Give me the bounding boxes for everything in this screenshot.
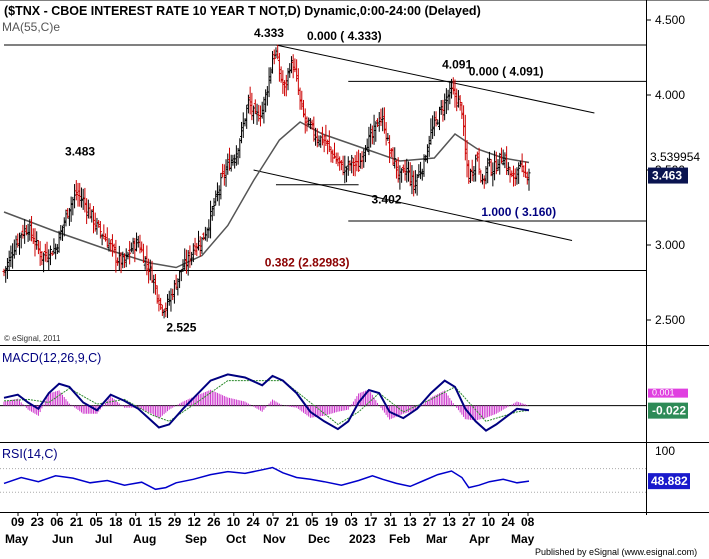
annotation-label: 0.000 ( 4.333) (307, 29, 382, 43)
annotation-label: 1.000 ( 3.160) (481, 205, 556, 219)
time-axis: 09 23 06 21 05 18 01 15 29 12 26 10 24 07 21 05 19 03 17 31… (5, 512, 535, 546)
annotation-label: 2.525 (166, 320, 196, 334)
day-label: 19 (325, 515, 339, 529)
day-label: 05 (89, 515, 103, 529)
day-label: 13 (403, 515, 417, 529)
day-label: 21 (70, 515, 84, 529)
day-label: 13 (443, 515, 457, 529)
month-label: Jun (52, 532, 73, 546)
macd-value-label: -0.022 (652, 404, 686, 418)
month-label: May (5, 532, 29, 546)
day-label: 10 (227, 515, 241, 529)
trend-lines (253, 44, 595, 241)
annotation-label: 0.382 (2.82983) (265, 256, 350, 270)
rsi-value-label: 48.882 (651, 474, 688, 488)
horizontal-levels (4, 44, 646, 272)
price-tick-label: 4.000 (655, 88, 685, 102)
day-label: 12 (188, 515, 202, 529)
day-label: 27 (462, 515, 476, 529)
day-label: 17 (364, 515, 378, 529)
month-label: Oct (226, 532, 246, 546)
day-label: 09 (11, 515, 25, 529)
last-value-label: 3.539954 (650, 150, 700, 164)
day-label: 15 (148, 515, 162, 529)
last-price-tag (648, 167, 688, 184)
month-label: 2023 (349, 532, 376, 546)
price-tags: 3.539954 3.463 (648, 150, 700, 184)
price-tick-label: 4.500 (655, 13, 685, 27)
price-tick-label: 2.500 (655, 313, 685, 327)
day-label: 29 (168, 515, 182, 529)
day-label: 31 (384, 515, 398, 529)
day-label: 18 (109, 515, 123, 529)
macd-panel: 0.001 -0.022 (0, 373, 688, 432)
macd-value-tag (648, 402, 688, 419)
month-label: Feb (389, 532, 410, 546)
macd-upper-tag (648, 388, 688, 398)
day-label: 24 (246, 515, 260, 529)
rsi-value-tag (648, 473, 690, 490)
price-tick-label: 3.000 (655, 238, 685, 252)
month-label: Nov (263, 532, 286, 546)
day-label: 08 (521, 515, 535, 529)
watermark: © eSignal, 2011 (4, 334, 61, 343)
day-label: 23 (31, 515, 45, 529)
month-label: May (511, 532, 535, 546)
month-label: Dec (308, 532, 330, 546)
annotation-label: 3.483 (65, 145, 95, 159)
macd-line (3, 373, 530, 432)
month-label: Apr (469, 532, 490, 546)
day-label: 06 (50, 515, 64, 529)
annotation-label: 4.091 (442, 57, 472, 71)
day-label: 01 (129, 515, 143, 529)
day-label: 07 (266, 515, 280, 529)
price-bars (2, 44, 531, 319)
day-label: 24 (501, 515, 515, 529)
annotation-label: 4.333 (254, 26, 284, 40)
annotation-label: 0.000 ( 4.091) (469, 64, 544, 78)
macd-legend: MACD(12,26,9,C) (2, 351, 101, 365)
ma-legend: MA(55,C)e (2, 20, 60, 34)
day-label: 21 (286, 515, 300, 529)
trend-line (253, 169, 573, 241)
chart-title: ($TNX - CBOE INTEREST RATE 10 YEAR T NOT… (4, 4, 481, 18)
day-label: 26 (207, 515, 221, 529)
day-label: 05 (305, 515, 319, 529)
rsi-panel: 1005048.882 (0, 444, 690, 493)
macd-signal-line (3, 380, 530, 426)
day-label: 03 (344, 515, 358, 529)
last-price-label: 3.463 (652, 169, 682, 183)
day-label: 10 (482, 515, 496, 529)
trend-line (275, 44, 595, 114)
annotation-label: 3.402 (371, 193, 401, 207)
rsi-line (3, 466, 530, 491)
month-label: Aug (133, 532, 156, 546)
published-by: Published by eSignal (www.esignal.com) (535, 547, 697, 557)
day-label: 27 (423, 515, 437, 529)
rsi-tick-label: 100 (655, 444, 675, 458)
month-label: Jul (95, 532, 112, 546)
macd-upper-tag-label: 0.001 (652, 388, 675, 398)
month-label: Sep (185, 532, 207, 546)
rsi-legend: RSI(14,C) (2, 447, 58, 461)
month-label: Mar (426, 532, 448, 546)
